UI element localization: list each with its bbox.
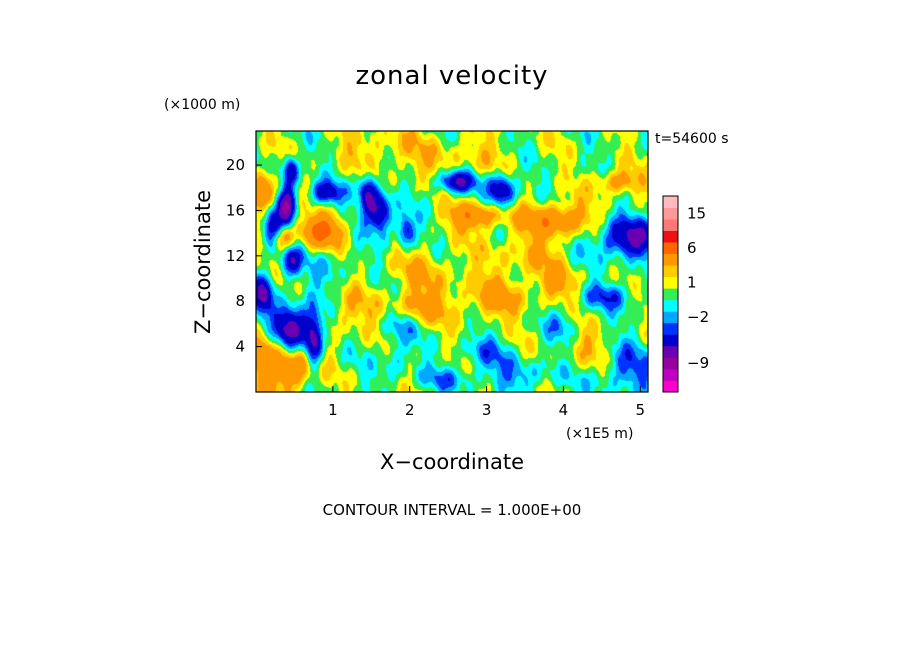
colorbar-swatch bbox=[663, 276, 678, 289]
y-tick-label: 20 bbox=[226, 156, 245, 174]
x-axis: 1 2 3 4 5 bbox=[328, 386, 645, 419]
colorbar-swatch bbox=[663, 299, 678, 312]
colorbar-swatch bbox=[663, 207, 678, 220]
y-axis-title: Z−coordinate bbox=[191, 190, 215, 334]
colorbar-swatch bbox=[663, 288, 678, 301]
x-axis-title: X−coordinate bbox=[380, 450, 524, 474]
contour-field bbox=[256, 131, 648, 392]
y-tick-label: 16 bbox=[226, 201, 245, 219]
y-unit-label: (×1000 m) bbox=[164, 97, 240, 113]
y-tick-label: 4 bbox=[235, 338, 245, 356]
colorbar-label: −9 bbox=[687, 354, 709, 372]
contour-interval-note: CONTOUR INTERVAL = 1.000E+00 bbox=[323, 501, 582, 519]
colorbar-swatch bbox=[663, 345, 678, 358]
colorbar-swatch bbox=[663, 242, 678, 255]
chart-title: zonal velocity bbox=[355, 61, 548, 91]
plot-area bbox=[255, 130, 649, 393]
colorbar-swatch bbox=[663, 357, 678, 370]
x-tick-label: 4 bbox=[559, 401, 569, 419]
x-tick-label: 3 bbox=[482, 401, 492, 419]
y-axis: 4 8 12 16 20 bbox=[226, 156, 262, 356]
plot-frame bbox=[255, 130, 649, 393]
colorbar-swatch bbox=[663, 322, 678, 335]
colorbar-label: 1 bbox=[687, 273, 697, 291]
y-tick-label: 8 bbox=[235, 292, 245, 310]
colorbar-swatch bbox=[663, 196, 678, 208]
colorbar-label: 6 bbox=[687, 239, 697, 257]
colorbar-swatch bbox=[663, 230, 678, 243]
y-tick-label: 12 bbox=[226, 247, 245, 265]
x-unit-label: (×1E5 m) bbox=[566, 426, 633, 442]
colorbar-swatch bbox=[663, 265, 678, 278]
x-tick-label: 1 bbox=[328, 401, 338, 419]
colorbar-label: −2 bbox=[687, 308, 709, 326]
colorbar-swatch bbox=[663, 368, 678, 381]
colorbar-swatch bbox=[663, 380, 678, 393]
colorbar-label: 15 bbox=[687, 204, 706, 222]
colorbar-swatch bbox=[663, 311, 678, 324]
colorbar-swatch bbox=[663, 219, 678, 231]
colorbar-swatch bbox=[663, 334, 678, 347]
colorbar: 15 6 1 −2 −9 bbox=[662, 195, 709, 393]
x-tick-label: 2 bbox=[405, 401, 415, 419]
time-label: t=54600 s bbox=[655, 131, 729, 147]
colorbar-frame bbox=[662, 195, 679, 393]
x-tick-label: 5 bbox=[636, 401, 646, 419]
colorbar-swatch bbox=[663, 253, 678, 266]
